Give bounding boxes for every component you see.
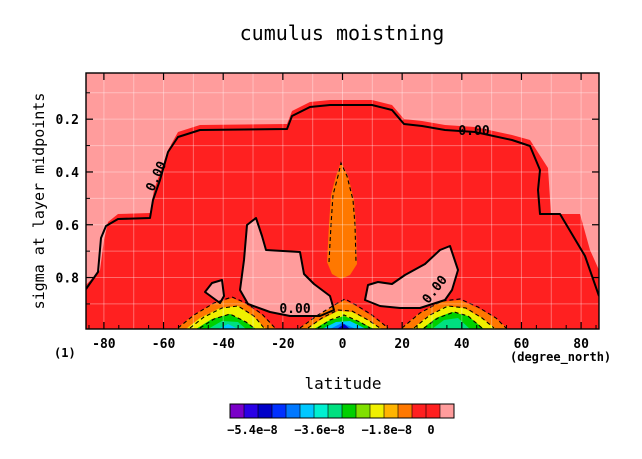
colorbar-swatch: [244, 404, 259, 418]
y-axis-label: sigma at layer midpoints: [30, 93, 48, 310]
y-tick-label: 0.8: [56, 272, 80, 287]
x-tick-label: -60: [152, 337, 176, 352]
x-tick-label: 40: [454, 337, 470, 352]
negative-contour: [401, 298, 507, 329]
colorbar-swatch: [328, 404, 343, 418]
x-tick-label: 0: [339, 337, 347, 352]
zero-contour-small-patch: [204, 279, 225, 304]
colorbar-swatch: [426, 404, 441, 418]
y-axis-unit: (1): [54, 346, 76, 360]
colorbar: −5.4e−8 −3.6e−8 −1.8e−8 0: [227, 403, 455, 437]
negative-contour: [307, 309, 381, 329]
zero-contour-right-patch: [364, 245, 459, 309]
colorbar-swatch: [440, 404, 455, 418]
colorbar-swatch: [286, 404, 301, 418]
contour-label: 0.00: [458, 124, 489, 139]
x-tick-label: -20: [271, 337, 295, 352]
colorbar-tick-label: −3.6e−8: [294, 423, 345, 437]
colorbar-frame: [229, 403, 455, 419]
y-tick-label: 0.6: [56, 219, 80, 234]
zero-contours: [86, 104, 599, 317]
x-tick-label: 80: [573, 337, 589, 352]
colorbar-swatch: [342, 404, 357, 418]
negative-contour: [328, 161, 357, 263]
contour-label: 0.00: [279, 302, 310, 317]
colorbar-swatch: [272, 404, 287, 418]
x-axis-unit: (degree_north): [510, 350, 611, 365]
x-tick-label: 60: [514, 337, 530, 352]
colorbar-swatch: [300, 404, 315, 418]
colorbar-swatch: [384, 404, 399, 418]
x-tick-label: -80: [92, 337, 116, 352]
colorbar-swatch: [356, 404, 371, 418]
surface-core-centre-6: [337, 324, 350, 329]
x-tick-label: -40: [211, 337, 235, 352]
x-axis: -80 -60 -40 -20 0 20 40 60 80: [88, 73, 597, 352]
colorbar-swatch: [370, 404, 385, 418]
y-axis: 0.2 0.4 0.6 0.8: [56, 92, 599, 305]
chart-title: cumulus moistning: [240, 21, 445, 45]
y-tick-label: 0.2: [56, 113, 79, 128]
negative-contour: [413, 305, 495, 329]
colorbar-tick-label: 0: [427, 423, 434, 437]
positive-patch-right: [365, 246, 458, 308]
y-tick-label: 0.4: [56, 166, 80, 181]
colorbar-swatch: [398, 404, 413, 418]
surface-core-right-4: [432, 318, 470, 329]
colorbar-swatch: [314, 404, 329, 418]
colorbar-swatch: [230, 404, 245, 418]
contour-labels: 0.00 0.00 0.00 0.00: [143, 124, 489, 317]
colorbar-tick-label: −5.4e−8: [227, 423, 278, 437]
negative-contour: [317, 314, 371, 329]
colorbar-swatch: [258, 404, 273, 418]
zero-contour-left-patch: [239, 217, 335, 317]
colorbar-tick-label: −1.8e−8: [362, 423, 413, 437]
positive-patch-small: [205, 280, 224, 303]
x-axis-label: latitude: [304, 374, 381, 393]
grid-lines: [86, 73, 599, 331]
colorbar-swatch: [412, 404, 427, 418]
negative-contour: [189, 305, 265, 329]
x-tick-label: 20: [394, 337, 410, 352]
zero-contour-main: [86, 104, 599, 297]
